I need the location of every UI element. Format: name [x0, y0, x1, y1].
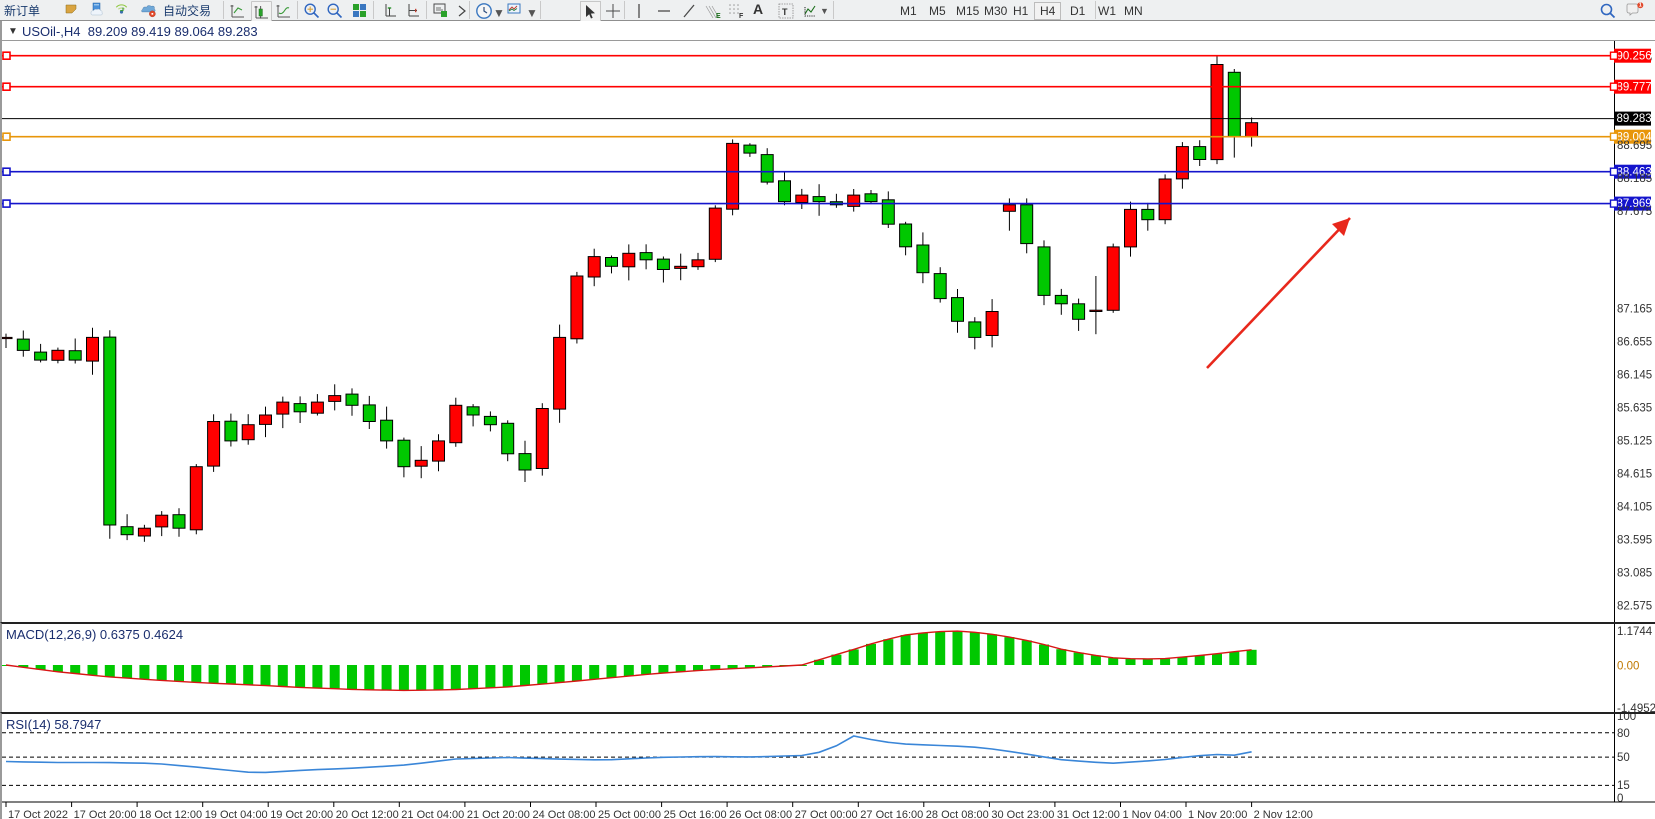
- svg-text:83.595: 83.595: [1617, 535, 1652, 547]
- svg-text:21 Oct 20:00: 21 Oct 20:00: [467, 809, 530, 819]
- svg-text:85.125: 85.125: [1617, 436, 1652, 448]
- svg-text:30 Oct 23:00: 30 Oct 23:00: [991, 809, 1054, 819]
- svg-text:19 Oct 20:00: 19 Oct 20:00: [270, 809, 333, 819]
- svg-text:1 Nov 20:00: 1 Nov 20:00: [1188, 809, 1247, 819]
- svg-text:1 Nov 04:00: 1 Nov 04:00: [1123, 809, 1182, 819]
- svg-text:25 Oct 16:00: 25 Oct 16:00: [664, 809, 727, 819]
- svg-text:90.256: 90.256: [1617, 50, 1652, 62]
- svg-text:20 Oct 12:00: 20 Oct 12:00: [336, 809, 399, 819]
- svg-text:84.105: 84.105: [1617, 502, 1652, 514]
- svg-text:31 Oct 12:00: 31 Oct 12:00: [1057, 809, 1120, 819]
- svg-text:27 Oct 16:00: 27 Oct 16:00: [860, 809, 923, 819]
- svg-text:-1.4952: -1.4952: [1617, 703, 1655, 712]
- svg-text:88.695: 88.695: [1617, 140, 1652, 152]
- svg-text:85.635: 85.635: [1617, 403, 1652, 415]
- svg-text:26 Oct 08:00: 26 Oct 08:00: [729, 809, 792, 819]
- svg-text:27 Oct 00:00: 27 Oct 00:00: [795, 809, 858, 819]
- svg-text:17 Oct 20:00: 17 Oct 20:00: [74, 809, 137, 819]
- svg-text:88.185: 88.185: [1617, 173, 1652, 185]
- svg-text:89.283: 89.283: [1617, 113, 1652, 125]
- svg-text:18 Oct 12:00: 18 Oct 12:00: [139, 809, 202, 819]
- svg-text:21 Oct 04:00: 21 Oct 04:00: [401, 809, 464, 819]
- svg-text:E: E: [716, 13, 721, 19]
- svg-text:24 Oct 08:00: 24 Oct 08:00: [533, 809, 596, 819]
- svg-text:86.655: 86.655: [1617, 337, 1652, 349]
- svg-text:28 Oct 08:00: 28 Oct 08:00: [926, 809, 989, 819]
- svg-text:87.165: 87.165: [1617, 304, 1652, 316]
- svg-text:2 Nov 12:00: 2 Nov 12:00: [1254, 809, 1313, 819]
- svg-text:87.675: 87.675: [1617, 206, 1652, 218]
- svg-text:83.085: 83.085: [1617, 567, 1652, 579]
- svg-text:1.1744: 1.1744: [1617, 626, 1653, 638]
- svg-text:89.777: 89.777: [1617, 81, 1652, 93]
- svg-text:82.575: 82.575: [1617, 600, 1652, 612]
- svg-text:T: T: [782, 7, 788, 17]
- svg-text:25 Oct 00:00: 25 Oct 00:00: [598, 809, 661, 819]
- svg-text:1: 1: [1638, 2, 1641, 8]
- svg-text:0.00: 0.00: [1617, 661, 1639, 673]
- svg-text:F: F: [739, 13, 744, 19]
- svg-text:84.615: 84.615: [1617, 469, 1652, 481]
- svg-text:17 Oct 2022: 17 Oct 2022: [8, 809, 68, 819]
- svg-text:19 Oct 04:00: 19 Oct 04:00: [205, 809, 268, 819]
- svg-text:86.145: 86.145: [1617, 370, 1652, 382]
